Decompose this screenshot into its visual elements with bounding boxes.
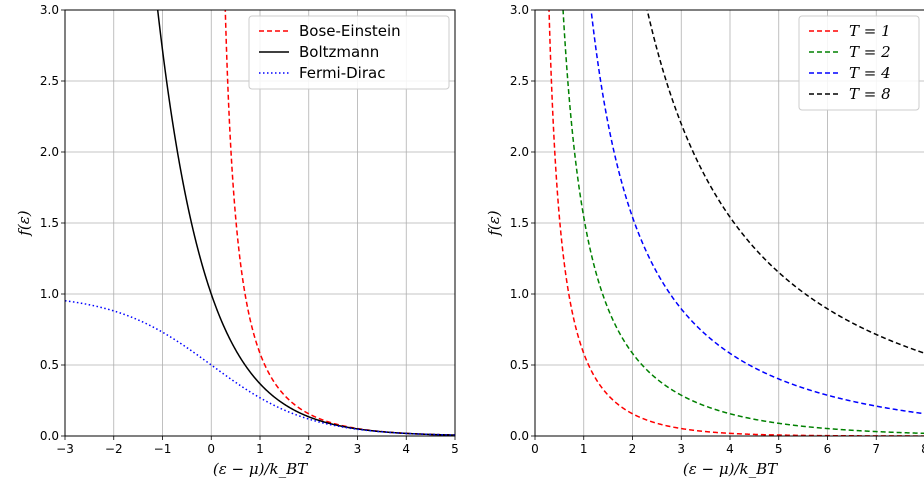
left-xtick-label-6: 3 <box>354 442 362 456</box>
right-xtick-label-3: 3 <box>677 442 685 456</box>
left-xtick-label-3: 0 <box>207 442 215 456</box>
left-ytick-label-0: 0.0 <box>40 429 59 443</box>
left-legend: Bose-Einstein Boltzmann Fermi-Dirac <box>248 15 450 90</box>
right-xtick-label-8: 8 <box>921 442 924 456</box>
right-xtick-label-5: 5 <box>775 442 783 456</box>
left-xtick-label-8: 5 <box>451 442 459 456</box>
left-xtick-label-0: −3 <box>56 442 74 456</box>
right-xtick-label-6: 6 <box>824 442 832 456</box>
right-xtick-label-2: 2 <box>629 442 637 456</box>
left-xtick-label-4: 1 <box>256 442 264 456</box>
right-ytick-label-2: 1.0 <box>510 287 529 301</box>
right-ytick-label-5: 2.5 <box>510 74 529 88</box>
right-xtick-label-0: 0 <box>531 442 539 456</box>
left-series-line-2 <box>65 299 455 436</box>
right-legend-label-0: T = 1 <box>849 22 891 40</box>
right-ytick-label-1: 0.5 <box>510 358 529 372</box>
right-legend-label-3: T = 8 <box>849 85 891 103</box>
left-ytick-label-5: 2.5 <box>40 74 59 88</box>
right-x-ticks: 0 1 2 3 4 5 6 7 8 <box>531 436 924 456</box>
left-ytick-label-3: 1.5 <box>40 216 59 230</box>
left-axis-labels: (ε − μ)/k_BT f(ε) <box>15 210 308 478</box>
left-chart: −3 −2 −1 0 1 2 3 4 5 0.0 0.5 1.0 1.5 2.0 2.5 3.0 (ε − … <box>15 3 459 478</box>
right-series-line-3 <box>646 10 924 354</box>
right-xtick-label-1: 1 <box>580 442 588 456</box>
right-y-ticks: 0.0 0.5 1.0 1.5 2.0 2.5 3.0 <box>510 3 535 443</box>
left-xtick-label-1: −2 <box>105 442 123 456</box>
right-ytick-label-3: 1.5 <box>510 216 529 230</box>
left-y-axis-label: f(ε) <box>15 210 33 236</box>
left-legend-label-2: Fermi-Dirac <box>299 64 385 82</box>
left-y-ticks: 0.0 0.5 1.0 1.5 2.0 2.5 3.0 <box>40 3 65 443</box>
right-ytick-label-6: 3.0 <box>510 3 529 17</box>
right-xtick-label-7: 7 <box>872 442 880 456</box>
left-xtick-label-5: 2 <box>305 442 313 456</box>
right-series-line-2 <box>590 10 924 415</box>
right-legend-box <box>798 15 920 111</box>
right-xtick-label-4: 4 <box>726 442 734 456</box>
left-ytick-label-6: 3.0 <box>40 3 59 17</box>
left-ytick-label-1: 0.5 <box>40 358 59 372</box>
right-series-line-1 <box>562 10 924 435</box>
right-legend-label-1: T = 2 <box>849 43 891 61</box>
left-xtick-label-2: −1 <box>154 442 172 456</box>
right-ytick-label-0: 0.0 <box>510 429 529 443</box>
left-x-axis-label: (ε − μ)/k_BT <box>213 460 308 478</box>
left-legend-label-0: Bose-Einstein <box>299 22 401 40</box>
right-chart: 0 1 2 3 4 5 6 7 8 0.0 0.5 1.0 1.5 2.0 2.5 3.0 (ε − μ)/… <box>485 3 924 478</box>
left-legend-box <box>248 15 450 90</box>
right-ytick-label-4: 2.0 <box>510 145 529 159</box>
right-x-axis-label: (ε − μ)/k_BT <box>683 460 778 478</box>
left-xtick-label-7: 4 <box>402 442 410 456</box>
left-ytick-label-2: 1.0 <box>40 287 59 301</box>
left-x-ticks: −3 −2 −1 0 1 2 3 4 5 <box>56 436 459 456</box>
left-series <box>65 10 455 436</box>
right-legend-label-2: T = 4 <box>849 64 891 82</box>
left-legend-label-1: Boltzmann <box>299 43 379 61</box>
right-y-axis-label: f(ε) <box>485 210 503 236</box>
left-ytick-label-4: 2.0 <box>40 145 59 159</box>
right-axis-labels: (ε − μ)/k_BT f(ε) <box>485 210 778 478</box>
right-legend: T = 1 T = 2 T = 4 T = 8 <box>798 15 920 111</box>
